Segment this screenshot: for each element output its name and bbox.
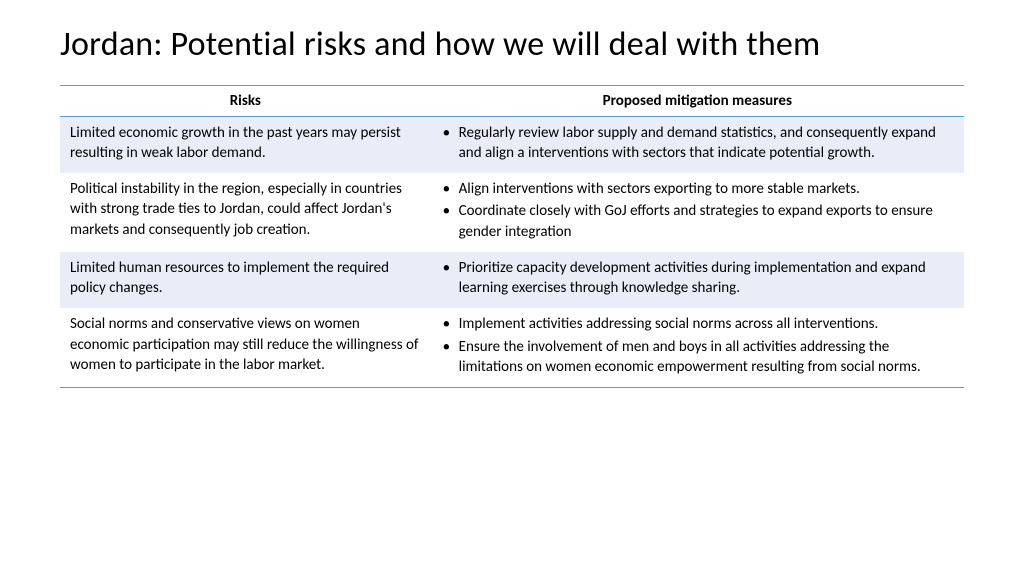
- mitigation-item: Coordinate closely with GoJ efforts and …: [441, 201, 954, 242]
- mitigation-list: Prioritize capacity development activiti…: [441, 258, 954, 299]
- mitigation-cell: Prioritize capacity development activiti…: [431, 252, 964, 309]
- table-body: Limited economic growth in the past year…: [60, 116, 964, 388]
- header-risks: Risks: [60, 85, 431, 116]
- mitigation-item: Ensure the involvement of men and boys i…: [441, 337, 954, 378]
- mitigation-item: Regularly review labor supply and demand…: [441, 123, 954, 164]
- mitigation-list: Align interventions with sectors exporti…: [441, 179, 954, 242]
- risk-table: Risks Proposed mitigation measures Limit…: [60, 85, 964, 389]
- table-row: Social norms and conservative views on w…: [60, 308, 964, 387]
- mitigation-cell: Align interventions with sectors exporti…: [431, 173, 964, 252]
- table-row: Political instability in the region, esp…: [60, 173, 964, 252]
- mitigation-list: Implement activities addressing social n…: [441, 314, 954, 377]
- header-mitigation: Proposed mitigation measures: [431, 85, 964, 116]
- table-row: Limited economic growth in the past year…: [60, 116, 964, 173]
- slide: Jordan: Potential risks and how we will …: [0, 0, 1024, 408]
- mitigation-item: Prioritize capacity development activiti…: [441, 258, 954, 299]
- risk-cell: Limited economic growth in the past year…: [60, 116, 431, 173]
- table-row: Limited human resources to implement the…: [60, 252, 964, 309]
- mitigation-cell: Regularly review labor supply and demand…: [431, 116, 964, 173]
- mitigation-item: Align interventions with sectors exporti…: [441, 179, 954, 199]
- risk-cell: Social norms and conservative views on w…: [60, 308, 431, 387]
- slide-title: Jordan: Potential risks and how we will …: [60, 24, 964, 67]
- risk-cell: Limited human resources to implement the…: [60, 252, 431, 309]
- table-header-row: Risks Proposed mitigation measures: [60, 85, 964, 116]
- mitigation-item: Implement activities addressing social n…: [441, 314, 954, 334]
- mitigation-cell: Implement activities addressing social n…: [431, 308, 964, 387]
- risk-cell: Political instability in the region, esp…: [60, 173, 431, 252]
- mitigation-list: Regularly review labor supply and demand…: [441, 123, 954, 164]
